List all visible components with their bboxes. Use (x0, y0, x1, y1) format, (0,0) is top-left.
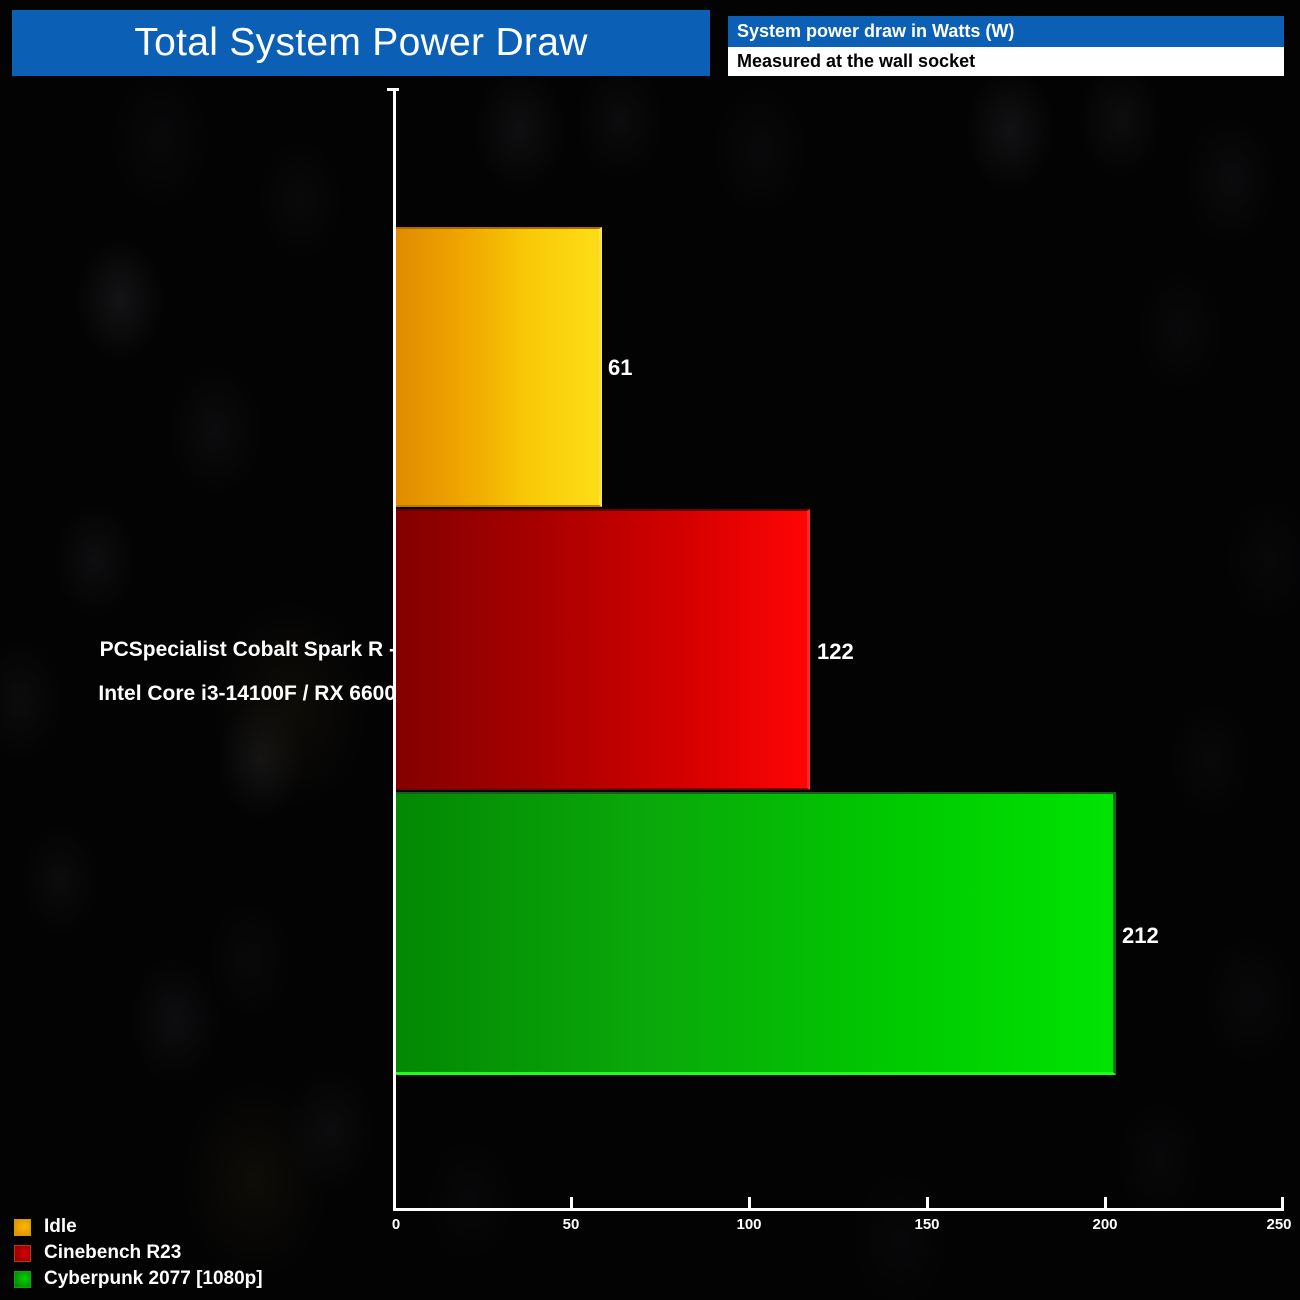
legend-label: Idle (44, 1216, 77, 1237)
bar-value-cinebench: 122 (817, 639, 854, 664)
legend-swatch-icon (14, 1244, 31, 1262)
legend-item-idle[interactable]: Idle (14, 1214, 263, 1240)
bar-value-cyberpunk: 212 (1122, 923, 1159, 948)
legend-swatch-icon (14, 1218, 31, 1236)
chart-title-banner: Total System Power Draw (12, 10, 710, 76)
background-blob (210, 600, 370, 810)
x-axis-tick (393, 1197, 396, 1209)
x-axis-tick-label: 50 (562, 1216, 580, 1233)
legend-item-cinebench[interactable]: Cinebench R23 (14, 1240, 263, 1266)
info-box-heading: System power draw in Watts (W) (728, 16, 1284, 47)
x-axis-tick (570, 1197, 573, 1209)
x-axis-tick (1281, 1197, 1284, 1209)
x-axis-tick (748, 1197, 751, 1209)
page-title: Total System Power Draw (134, 21, 588, 64)
legend-item-cyberpunk[interactable]: Cyberpunk 2077 [1080p] (14, 1266, 263, 1292)
y-axis-line (393, 88, 396, 1210)
bar-cinebench[interactable] (396, 509, 810, 790)
category-label-line1: PCSpecialist Cobalt Spark R - (99, 638, 396, 661)
legend-label: Cyberpunk 2077 [1080p] (44, 1268, 263, 1289)
x-axis-line (393, 1208, 1284, 1211)
info-box-subheading: Measured at the wall socket (728, 47, 1284, 76)
legend-swatch-icon (14, 1270, 31, 1288)
bar-cyberpunk[interactable] (396, 792, 1116, 1075)
x-axis-tick-label: 0 (391, 1216, 401, 1233)
background-blob (180, 1080, 330, 1280)
x-axis-tick-label: 250 (1266, 1216, 1292, 1233)
category-label-line2: Intel Core i3-14100F / RX 6600 (98, 682, 396, 705)
x-axis-tick (926, 1197, 929, 1209)
x-axis-tick (1104, 1197, 1107, 1209)
legend-label: Cinebench R23 (44, 1242, 182, 1263)
legend: Idle Cinebench R23 Cyberpunk 2077 [1080p… (14, 1214, 263, 1292)
x-axis-tick-label: 100 (736, 1216, 762, 1233)
bar-idle[interactable] (396, 227, 602, 507)
bar-value-idle: 61 (608, 355, 633, 380)
x-axis-tick-label: 150 (914, 1216, 940, 1233)
info-box: System power draw in Watts (W) Measured … (728, 16, 1284, 76)
x-axis-tick-label: 200 (1092, 1216, 1118, 1233)
